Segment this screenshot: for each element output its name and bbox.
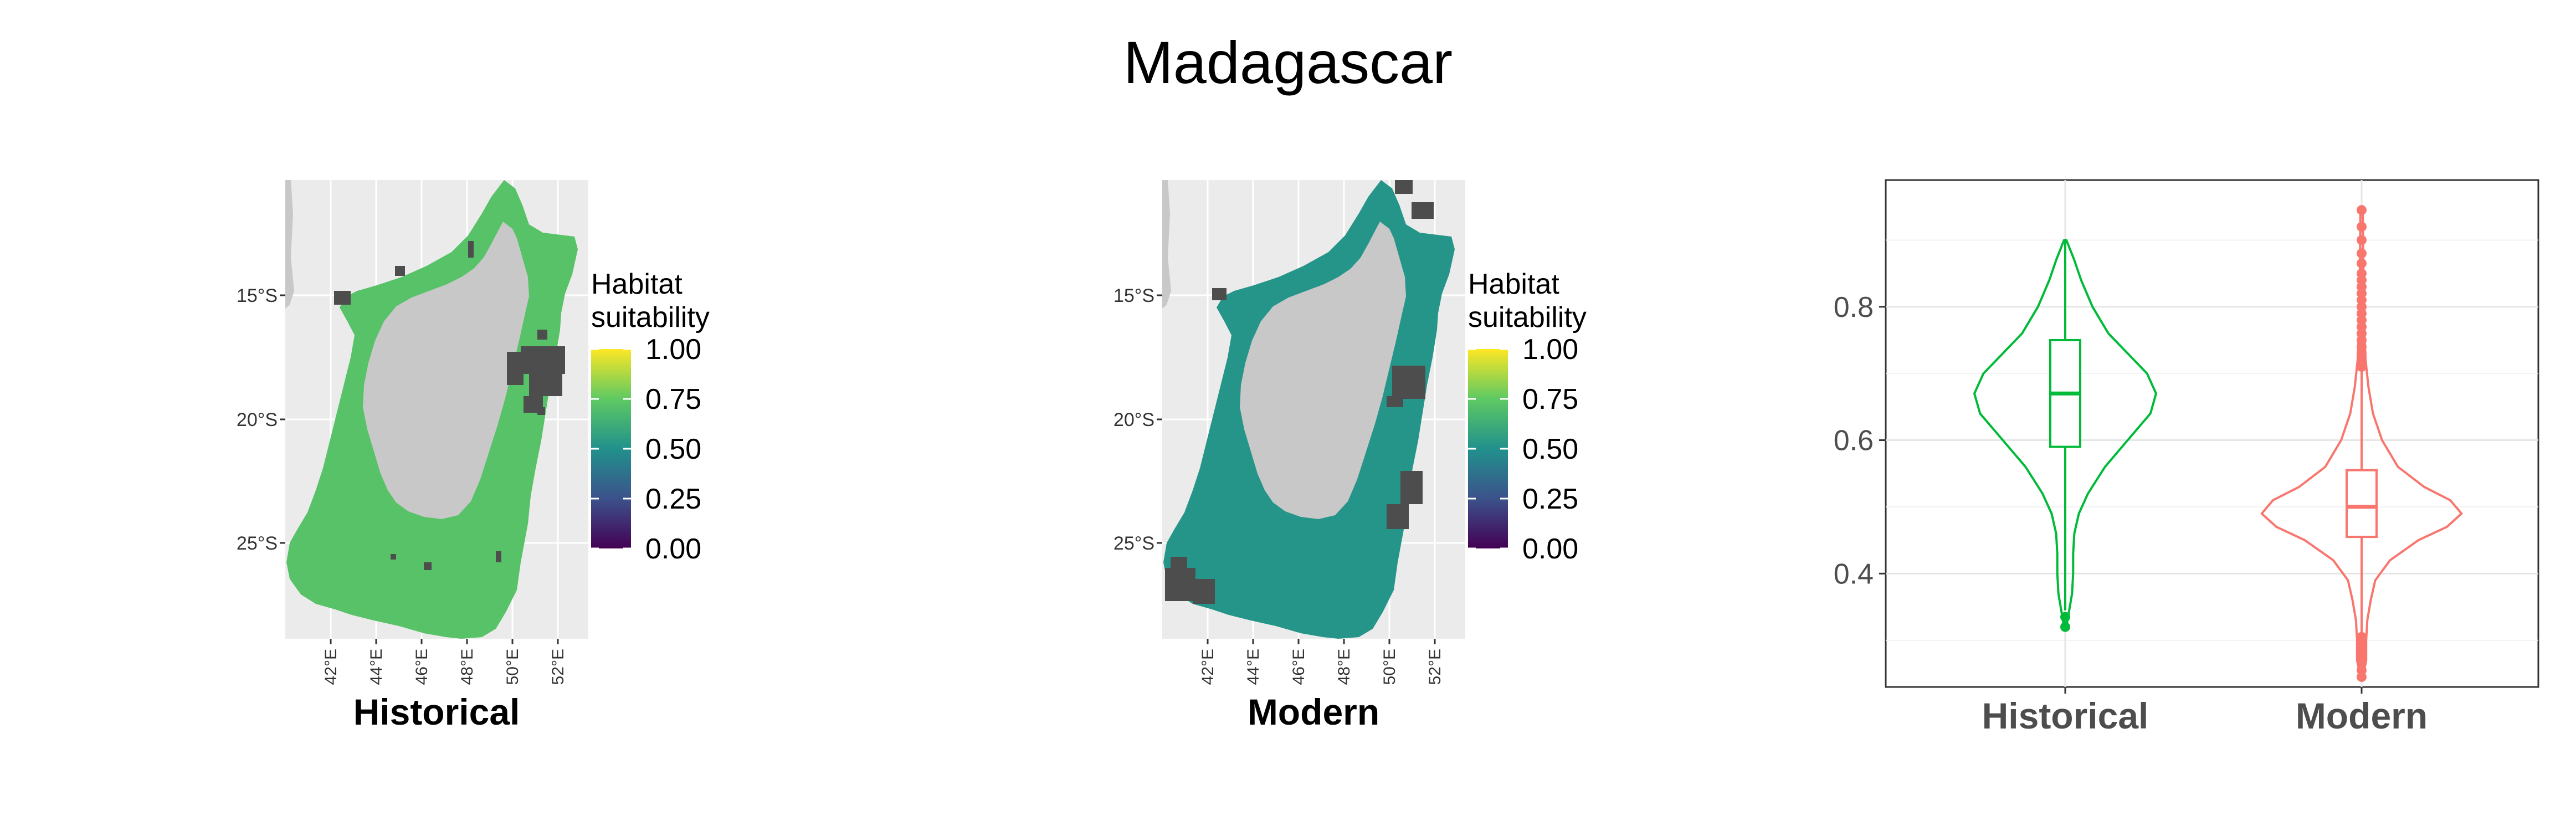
plot-panel: [1885, 179, 2539, 688]
outlier-point: [2357, 268, 2367, 279]
outlier-point: [2060, 622, 2070, 632]
outlier-point: [2357, 235, 2367, 245]
legend-tick-label: 1.00: [645, 334, 701, 366]
legend-tick-label: 0.00: [645, 533, 701, 565]
outlier-point: [2060, 612, 2070, 622]
y-tick-label: 25°S: [1113, 533, 1154, 554]
map-panel-historical: 15°S 20°S 25°S 42°E 44°E 46°E 48°E 50°E …: [237, 180, 710, 732]
legend: Habitat suitability 1.00 0.75 0.50 0.25 …: [1468, 268, 1587, 565]
y-tick-label: 20°S: [237, 409, 278, 430]
y-axis: 15°S 20°S 25°S: [237, 285, 285, 554]
legend-tick-label: 0.25: [645, 483, 701, 515]
outlier-point: [2357, 258, 2367, 269]
x-tick-label: 50°E: [1381, 649, 1399, 685]
y-tick-label: 15°S: [1113, 285, 1154, 306]
y-tick-label: 20°S: [1113, 409, 1154, 430]
violin-historical: [1973, 239, 2157, 632]
y-tick-label: 0.8: [1834, 291, 1874, 324]
legend-title-line: Habitat: [1468, 268, 1559, 300]
y-axis: 0.8 0.6 0.4: [1834, 291, 1886, 590]
x-tick-label: 48°E: [1335, 649, 1353, 685]
legend-title-line: Habitat: [591, 268, 683, 300]
no-data-cells: [1165, 180, 1434, 604]
map-label: Modern: [1248, 691, 1379, 732]
violin-shape: [1973, 239, 2157, 628]
violin-plot: 0.8 0.6 0.4 Historical Modern: [1834, 179, 2539, 736]
legend-tick-label: 1.00: [1522, 334, 1578, 366]
madagascar-land: [363, 222, 529, 519]
y-axis: 15°S 20°S 25°S: [1113, 285, 1162, 554]
x-tick-label: Modern: [2296, 695, 2428, 736]
outlier-point: [2357, 248, 2367, 259]
figure-title: Madagascar: [1123, 29, 1453, 96]
africa-coast: [1162, 180, 1171, 309]
x-tick-label: 46°E: [1290, 649, 1308, 685]
y-tick-label: 25°S: [237, 533, 278, 554]
y-tick-label: 0.4: [1834, 558, 1874, 590]
legend: Habitat suitability 1.00 0.75 0.50 0.25 …: [591, 268, 710, 565]
legend-tick-label: 0.75: [645, 383, 701, 416]
legend-tick-label: 0.75: [1522, 383, 1578, 416]
no-data-cells: [334, 241, 565, 570]
x-tick-label: Historical: [1982, 695, 2149, 736]
violin-modern: [2260, 205, 2463, 682]
outlier-point: [2357, 205, 2367, 216]
violin-marks: [1973, 205, 2463, 682]
x-tick-label: 52°E: [549, 649, 567, 685]
outlier-point: [2357, 632, 2367, 642]
legend-title-line: suitability: [1468, 301, 1587, 334]
box-iqr: [2346, 469, 2378, 538]
madagascar-land: [1240, 222, 1406, 519]
legend-tick-label: 0.50: [1522, 433, 1578, 465]
legend-tick-label: 0.00: [1522, 533, 1578, 565]
x-tick-label: 46°E: [413, 649, 431, 685]
x-axis: 42°E 44°E 46°E 48°E 50°E 52°E: [322, 639, 567, 685]
legend-tick-label: 0.25: [1522, 483, 1578, 515]
africa-coast: [285, 180, 294, 309]
x-tick-label: 42°E: [1199, 649, 1217, 685]
x-tick-label: 44°E: [367, 649, 386, 685]
x-tick-label: 50°E: [504, 649, 522, 685]
x-tick-label: 52°E: [1426, 649, 1444, 685]
x-tick-label: 42°E: [322, 649, 340, 685]
x-tick-label: 48°E: [458, 649, 476, 685]
legend-title-line: suitability: [591, 301, 710, 334]
y-tick-label: 0.6: [1834, 425, 1874, 457]
x-axis: 42°E 44°E 46°E 48°E 50°E 52°E: [1199, 639, 1444, 685]
legend-tick-label: 0.50: [645, 433, 701, 465]
map-label: Historical: [353, 691, 520, 732]
x-axis: Historical Modern: [1982, 687, 2428, 736]
map-panel-modern: 15°S 20°S 25°S 42°E 44°E 46°E 48°E 50°E …: [1113, 180, 1587, 732]
y-tick-label: 15°S: [237, 285, 278, 306]
outlier-point: [2357, 222, 2367, 232]
x-tick-label: 44°E: [1244, 649, 1263, 685]
